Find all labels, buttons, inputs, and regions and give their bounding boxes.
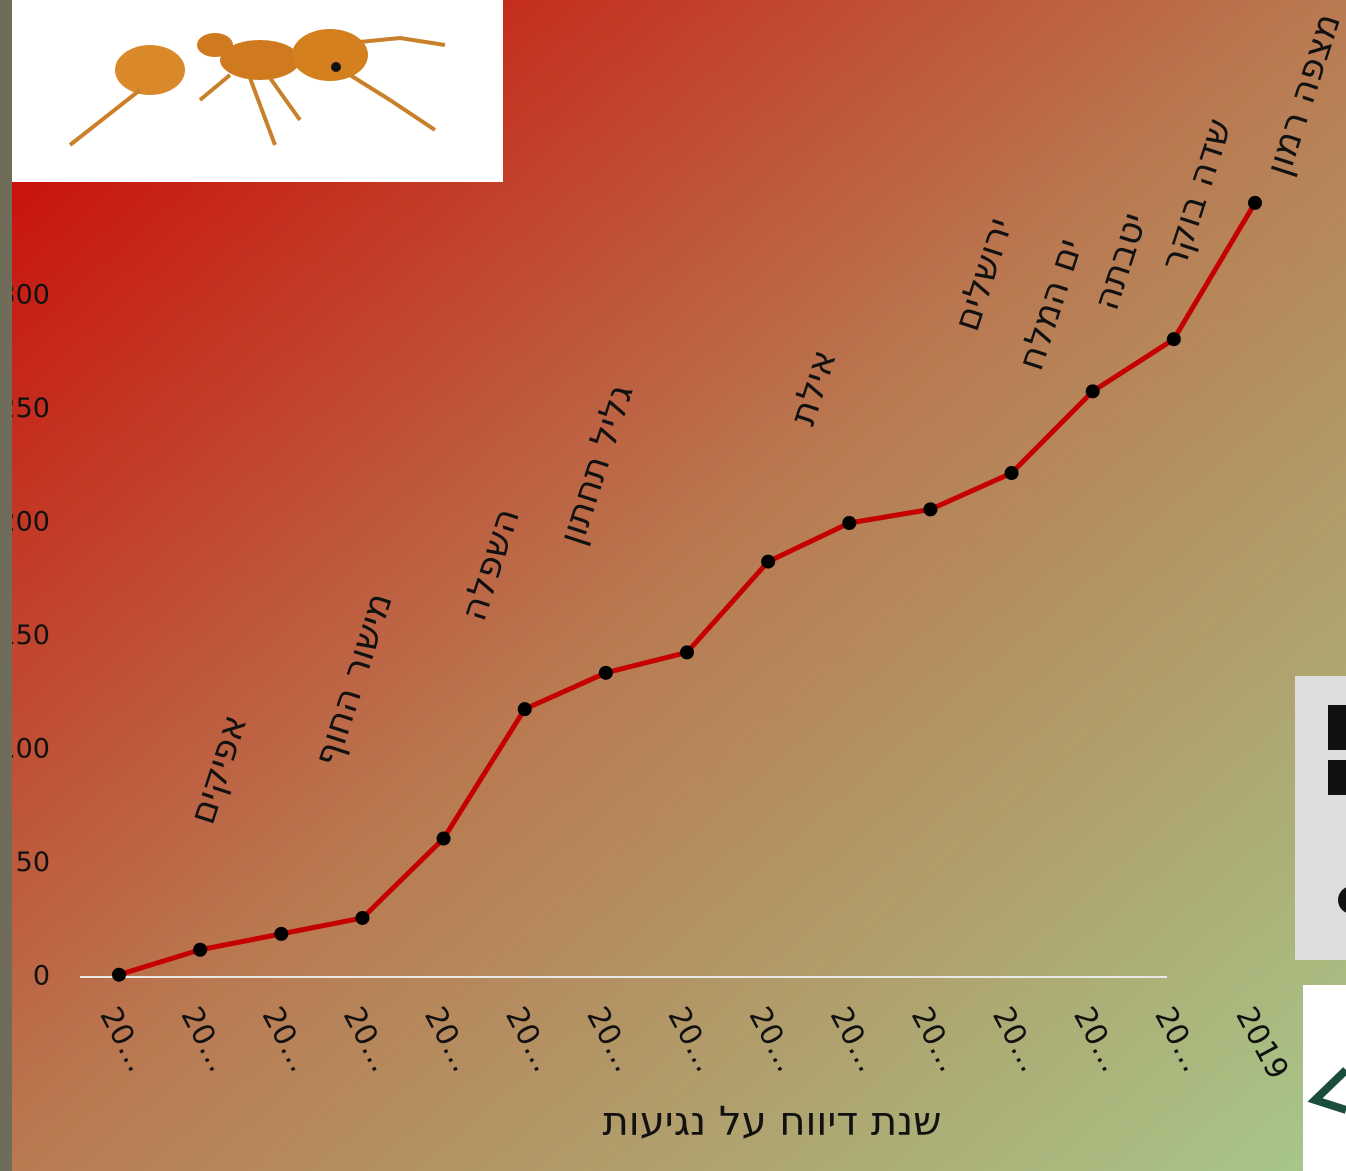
y-tick-label: 100 bbox=[0, 734, 50, 765]
point bbox=[923, 502, 938, 517]
point bbox=[598, 665, 613, 680]
point bbox=[680, 645, 694, 660]
logo-panel bbox=[1295, 676, 1346, 1171]
point bbox=[1166, 332, 1181, 347]
y-tick-label: 200 bbox=[0, 507, 50, 538]
point bbox=[517, 702, 532, 717]
x-axis-title: שנת דיווח על נגיעות bbox=[603, 1099, 942, 1145]
point bbox=[355, 910, 370, 925]
y-tick-label: 250 bbox=[0, 393, 50, 424]
point bbox=[112, 967, 126, 982]
y-tick-label: 0 bbox=[33, 961, 50, 992]
point bbox=[1085, 384, 1100, 399]
point bbox=[193, 942, 208, 957]
point bbox=[274, 926, 289, 941]
point bbox=[761, 554, 776, 569]
ant-photo bbox=[12, 0, 503, 182]
point bbox=[842, 516, 857, 530]
point bbox=[1248, 195, 1262, 210]
y-tick-label: 50 bbox=[16, 847, 50, 878]
background bbox=[12, 0, 1346, 1171]
point bbox=[1004, 466, 1019, 481]
y-tick-label: 150 bbox=[0, 620, 50, 651]
point bbox=[436, 831, 451, 846]
left-border bbox=[0, 0, 12, 1171]
y-tick-label: 300 bbox=[0, 280, 50, 311]
